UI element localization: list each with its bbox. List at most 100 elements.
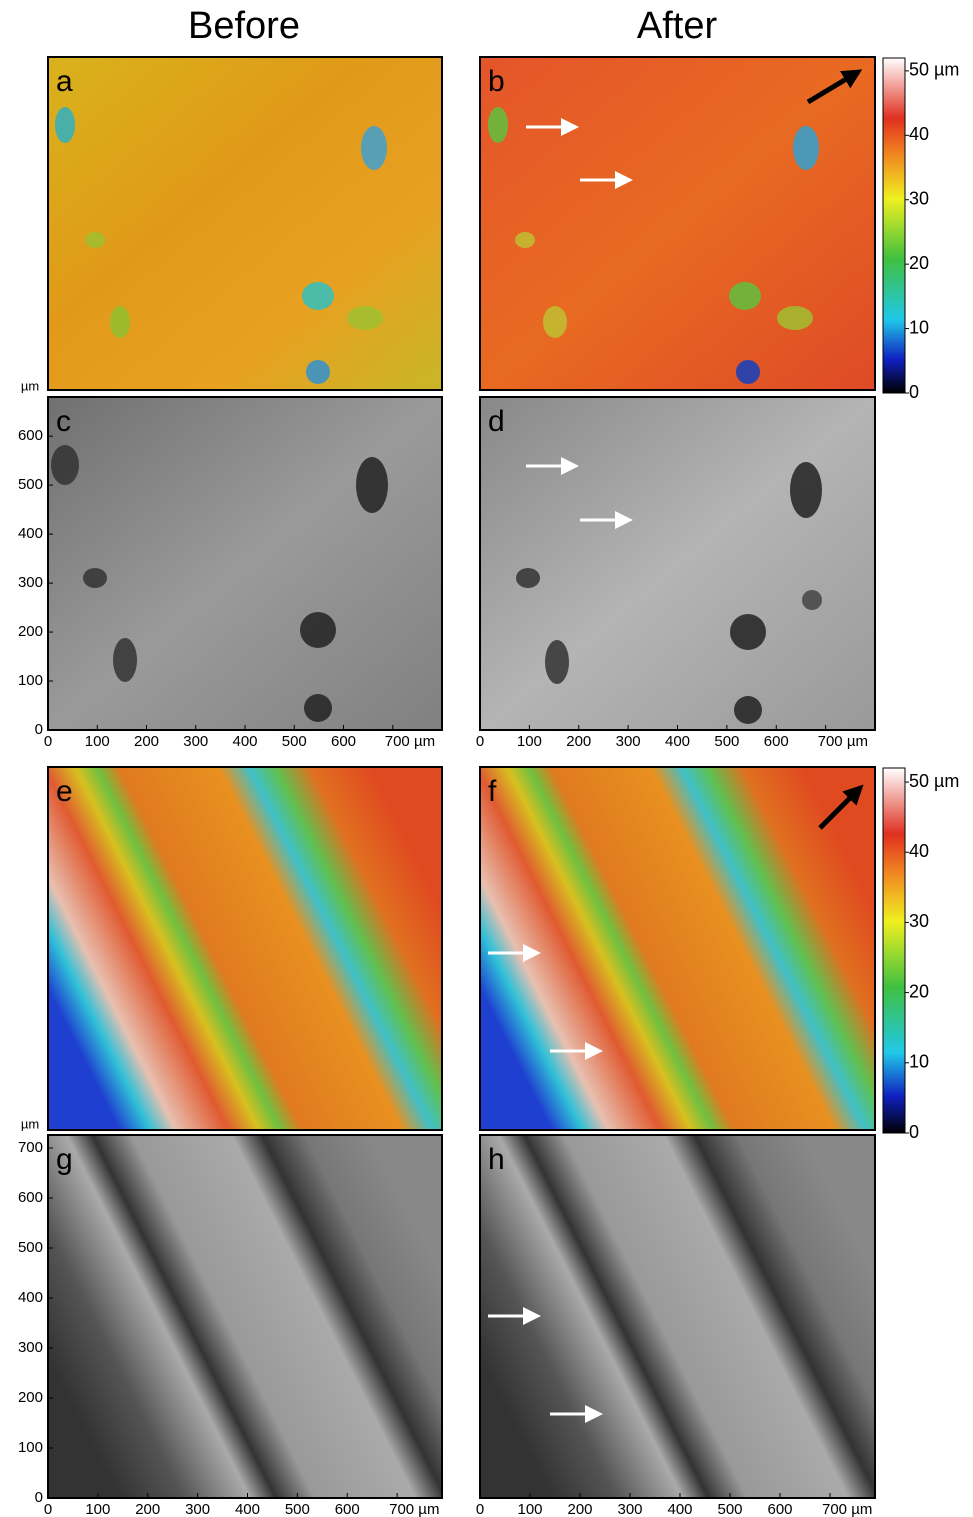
x-tick-label: 500 bbox=[714, 733, 739, 750]
surface-feature bbox=[802, 590, 822, 610]
y-tick-label: 400 bbox=[18, 525, 43, 542]
micrograph bbox=[48, 57, 442, 390]
surface-feature bbox=[304, 694, 332, 722]
colorbar-tick-label: 40 bbox=[909, 841, 929, 861]
y-tick-label: 0 bbox=[35, 1489, 43, 1506]
x-tick-label: 400 bbox=[232, 733, 257, 750]
x-tick-label: 600 bbox=[335, 1501, 360, 1517]
x-tick-label: 700 µm bbox=[389, 1501, 439, 1517]
surface-feature bbox=[543, 306, 567, 338]
colorbar bbox=[882, 767, 906, 1134]
panel-label: h bbox=[488, 1143, 505, 1176]
surface-feature bbox=[113, 638, 137, 682]
surface-feature bbox=[306, 360, 330, 384]
surface-feature bbox=[729, 282, 761, 310]
x-tick-label: 300 bbox=[616, 733, 641, 750]
micrograph bbox=[480, 57, 875, 390]
x-tick-label: 500 bbox=[717, 1501, 742, 1517]
x-tick-label: 200 bbox=[566, 733, 591, 750]
y-tick-label: 400 bbox=[18, 1289, 43, 1306]
colorbar-tick-label: 10 bbox=[909, 317, 929, 337]
panel-label: a bbox=[56, 65, 73, 98]
y-tick-label: 500 bbox=[18, 1239, 43, 1256]
x-tick-label: 700 µm bbox=[822, 1501, 872, 1517]
y-tick-label: 500 bbox=[18, 476, 43, 493]
micrograph bbox=[480, 1135, 875, 1498]
panel-frame bbox=[479, 1134, 876, 1499]
colorbar-tick-label: 50 µm bbox=[909, 771, 959, 791]
surface-feature bbox=[736, 360, 760, 384]
x-tick-label: 300 bbox=[183, 733, 208, 750]
panel-label: b bbox=[488, 65, 505, 98]
colorbar-tick-label: 0 bbox=[909, 1122, 919, 1142]
colorbar-tick-label: 30 bbox=[909, 911, 929, 931]
x-tick-label: 700 µm bbox=[385, 733, 435, 750]
panel-label: c bbox=[56, 405, 71, 438]
x-tick-label: 200 bbox=[567, 1501, 592, 1517]
x-tick-label: 300 bbox=[617, 1501, 642, 1517]
y-tick-label: 600 bbox=[18, 427, 43, 444]
x-tick-label: 100 bbox=[85, 1501, 110, 1517]
y-tick-label: 300 bbox=[18, 1339, 43, 1356]
surface-feature bbox=[488, 107, 508, 143]
surface-feature bbox=[777, 306, 813, 330]
y-tick-label: 700 bbox=[18, 1139, 43, 1156]
x-tick-label: 200 bbox=[135, 1501, 160, 1517]
panel-label: g bbox=[56, 1143, 73, 1176]
panel-label: d bbox=[488, 405, 505, 438]
column-title: After bbox=[637, 5, 718, 47]
x-tick-label: 400 bbox=[235, 1501, 260, 1517]
x-tick-label: 600 bbox=[764, 733, 789, 750]
surface-feature bbox=[515, 232, 535, 248]
panel-frame bbox=[479, 56, 876, 391]
panel-frame bbox=[47, 56, 443, 391]
x-tick-label: 200 bbox=[134, 733, 159, 750]
colorbar-tick-label: 30 bbox=[909, 188, 929, 208]
surface-feature bbox=[302, 282, 334, 310]
panel-frame bbox=[479, 766, 876, 1131]
y-tick-label: 100 bbox=[18, 1439, 43, 1456]
y-tick-label: 100 bbox=[18, 672, 43, 689]
surface-feature bbox=[51, 445, 79, 485]
surface-feature bbox=[300, 612, 336, 648]
y-unit: µm bbox=[21, 378, 39, 393]
surface-feature bbox=[347, 306, 383, 330]
x-tick-label: 100 bbox=[85, 733, 110, 750]
y-unit: µm bbox=[21, 1116, 39, 1131]
x-tick-label: 500 bbox=[285, 1501, 310, 1517]
panel-label: f bbox=[488, 775, 497, 808]
surface-feature bbox=[790, 462, 822, 518]
direction-arrow bbox=[818, 784, 864, 830]
panel-label: e bbox=[56, 775, 73, 808]
surface-feature bbox=[55, 107, 75, 143]
micrograph bbox=[48, 397, 442, 730]
x-tick-label: 100 bbox=[517, 1501, 542, 1517]
micrograph bbox=[480, 397, 875, 730]
panel-frame bbox=[47, 766, 443, 1131]
x-tick-label: 400 bbox=[667, 1501, 692, 1517]
micrograph bbox=[480, 767, 875, 1130]
x-tick-label: 300 bbox=[185, 1501, 210, 1517]
surface-feature bbox=[85, 232, 105, 248]
x-tick-label: 700 µm bbox=[818, 733, 868, 750]
surface-feature bbox=[793, 126, 819, 170]
y-tick-label: 600 bbox=[18, 1189, 43, 1206]
column-title: Before bbox=[188, 5, 300, 47]
micrograph bbox=[48, 1135, 442, 1498]
x-tick-label: 500 bbox=[282, 733, 307, 750]
surface-feature bbox=[356, 457, 388, 513]
surface-feature bbox=[361, 126, 387, 170]
surface-feature bbox=[83, 568, 107, 588]
x-tick-label: 400 bbox=[665, 733, 690, 750]
direction-arrow bbox=[806, 69, 863, 105]
colorbar-tick-label: 50 µm bbox=[909, 60, 959, 80]
surface-feature bbox=[110, 306, 130, 338]
surface-feature bbox=[516, 568, 540, 588]
x-tick-label: 600 bbox=[767, 1501, 792, 1517]
x-tick-label: 0 bbox=[476, 1501, 484, 1517]
colorbar-tick-label: 20 bbox=[909, 253, 929, 273]
colorbar-tick-label: 20 bbox=[909, 981, 929, 1001]
panel-frame bbox=[47, 1134, 443, 1499]
colorbar bbox=[882, 57, 906, 394]
